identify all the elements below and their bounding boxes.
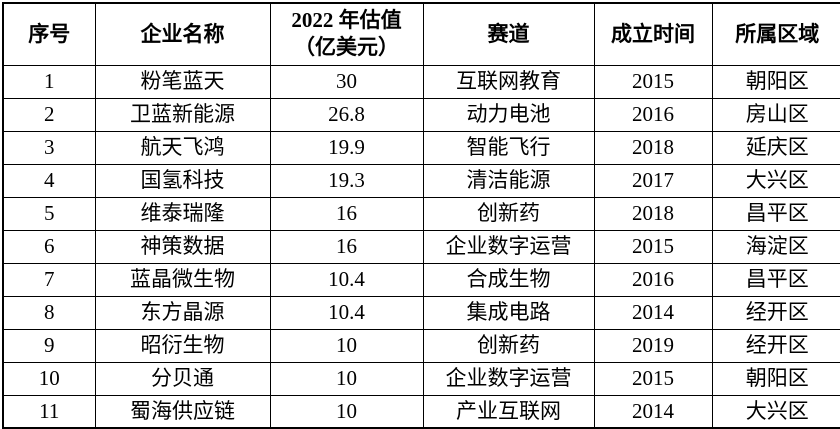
cell-serial-number: 2 bbox=[2, 97, 96, 132]
cell-district: 大兴区 bbox=[711, 394, 840, 429]
header-cell-company-name: 企业名称 bbox=[94, 2, 271, 66]
cell-valuation: 16 bbox=[269, 229, 424, 264]
cell-valuation: 30 bbox=[269, 64, 424, 99]
cell-valuation: 10 bbox=[269, 361, 424, 396]
cell-valuation: 10.4 bbox=[269, 262, 424, 297]
cell-founded-time: 2018 bbox=[593, 196, 713, 231]
cell-company-name: 维泰瑞隆 bbox=[94, 196, 271, 231]
cell-sector: 清洁能源 bbox=[422, 163, 595, 198]
table-row: 9 昭衍生物 10 创新药 2019 经开区 bbox=[2, 328, 840, 363]
cell-district: 海淀区 bbox=[711, 229, 840, 264]
cell-sector: 动力电池 bbox=[422, 97, 595, 132]
cell-founded-time: 2017 bbox=[593, 163, 713, 198]
table-row: 4 国氢科技 19.3 清洁能源 2017 大兴区 bbox=[2, 163, 840, 198]
header-cell-serial-number: 序号 bbox=[2, 2, 96, 66]
cell-serial-number: 5 bbox=[2, 196, 96, 231]
table-row: 6 神策数据 16 企业数字运营 2015 海淀区 bbox=[2, 229, 840, 264]
cell-company-name: 卫蓝新能源 bbox=[94, 97, 271, 132]
header-cell-founded-time: 成立时间 bbox=[593, 2, 713, 66]
cell-founded-time: 2018 bbox=[593, 130, 713, 165]
cell-valuation: 19.9 bbox=[269, 130, 424, 165]
cell-company-name: 东方晶源 bbox=[94, 295, 271, 330]
cell-district: 延庆区 bbox=[711, 130, 840, 165]
header-cell-district: 所属区域 bbox=[711, 2, 840, 66]
cell-serial-number: 1 bbox=[2, 64, 96, 99]
cell-sector: 合成生物 bbox=[422, 262, 595, 297]
table-row: 5 维泰瑞隆 16 创新药 2018 昌平区 bbox=[2, 196, 840, 231]
cell-sector: 企业数字运营 bbox=[422, 229, 595, 264]
cell-serial-number: 7 bbox=[2, 262, 96, 297]
cell-valuation: 26.8 bbox=[269, 97, 424, 132]
cell-serial-number: 9 bbox=[2, 328, 96, 363]
cell-founded-time: 2019 bbox=[593, 328, 713, 363]
cell-founded-time: 2016 bbox=[593, 262, 713, 297]
cell-founded-time: 2015 bbox=[593, 64, 713, 99]
cell-valuation: 10 bbox=[269, 394, 424, 429]
cell-district: 经开区 bbox=[711, 328, 840, 363]
cell-founded-time: 2015 bbox=[593, 361, 713, 396]
cell-founded-time: 2014 bbox=[593, 394, 713, 429]
table-row: 11 蜀海供应链 10 产业互联网 2014 大兴区 bbox=[2, 394, 840, 429]
cell-district: 朝阳区 bbox=[711, 361, 840, 396]
cell-district: 朝阳区 bbox=[711, 64, 840, 99]
cell-district: 经开区 bbox=[711, 295, 840, 330]
header-cell-valuation: 2022 年估值 （亿美元） bbox=[269, 2, 424, 66]
cell-serial-number: 8 bbox=[2, 295, 96, 330]
cell-sector: 互联网教育 bbox=[422, 64, 595, 99]
cell-sector: 创新药 bbox=[422, 196, 595, 231]
table-row: 2 卫蓝新能源 26.8 动力电池 2016 房山区 bbox=[2, 97, 840, 132]
cell-serial-number: 6 bbox=[2, 229, 96, 264]
table-row: 1 粉笔蓝天 30 互联网教育 2015 朝阳区 bbox=[2, 64, 840, 99]
cell-serial-number: 11 bbox=[2, 394, 96, 429]
cell-company-name: 航天飞鸿 bbox=[94, 130, 271, 165]
cell-valuation: 19.3 bbox=[269, 163, 424, 198]
cell-sector: 企业数字运营 bbox=[422, 361, 595, 396]
cell-company-name: 蜀海供应链 bbox=[94, 394, 271, 429]
cell-district: 大兴区 bbox=[711, 163, 840, 198]
table-row: 3 航天飞鸿 19.9 智能飞行 2018 延庆区 bbox=[2, 130, 840, 165]
cell-valuation: 10.4 bbox=[269, 295, 424, 330]
cell-company-name: 昭衍生物 bbox=[94, 328, 271, 363]
cell-serial-number: 4 bbox=[2, 163, 96, 198]
header-cell-sector: 赛道 bbox=[422, 2, 595, 66]
cell-sector: 智能飞行 bbox=[422, 130, 595, 165]
cell-district: 房山区 bbox=[711, 97, 840, 132]
cell-company-name: 神策数据 bbox=[94, 229, 271, 264]
cell-company-name: 粉笔蓝天 bbox=[94, 64, 271, 99]
cell-sector: 创新药 bbox=[422, 328, 595, 363]
cell-serial-number: 3 bbox=[2, 130, 96, 165]
cell-serial-number: 10 bbox=[2, 361, 96, 396]
cell-founded-time: 2016 bbox=[593, 97, 713, 132]
cell-company-name: 蓝晶微生物 bbox=[94, 262, 271, 297]
cell-valuation: 10 bbox=[269, 328, 424, 363]
cell-company-name: 分贝通 bbox=[94, 361, 271, 396]
cell-sector: 集成电路 bbox=[422, 295, 595, 330]
cell-district: 昌平区 bbox=[711, 262, 840, 297]
cell-company-name: 国氢科技 bbox=[94, 163, 271, 198]
cell-district: 昌平区 bbox=[711, 196, 840, 231]
table-row: 7 蓝晶微生物 10.4 合成生物 2016 昌平区 bbox=[2, 262, 840, 297]
table-row: 10 分贝通 10 企业数字运营 2015 朝阳区 bbox=[2, 361, 840, 396]
table-row: 8 东方晶源 10.4 集成电路 2014 经开区 bbox=[2, 295, 840, 330]
cell-founded-time: 2014 bbox=[593, 295, 713, 330]
cell-founded-time: 2015 bbox=[593, 229, 713, 264]
table-header-row: 序号 企业名称 2022 年估值 （亿美元） 赛道 成立时间 所属区域 bbox=[2, 2, 840, 66]
cell-sector: 产业互联网 bbox=[422, 394, 595, 429]
cell-valuation: 16 bbox=[269, 196, 424, 231]
